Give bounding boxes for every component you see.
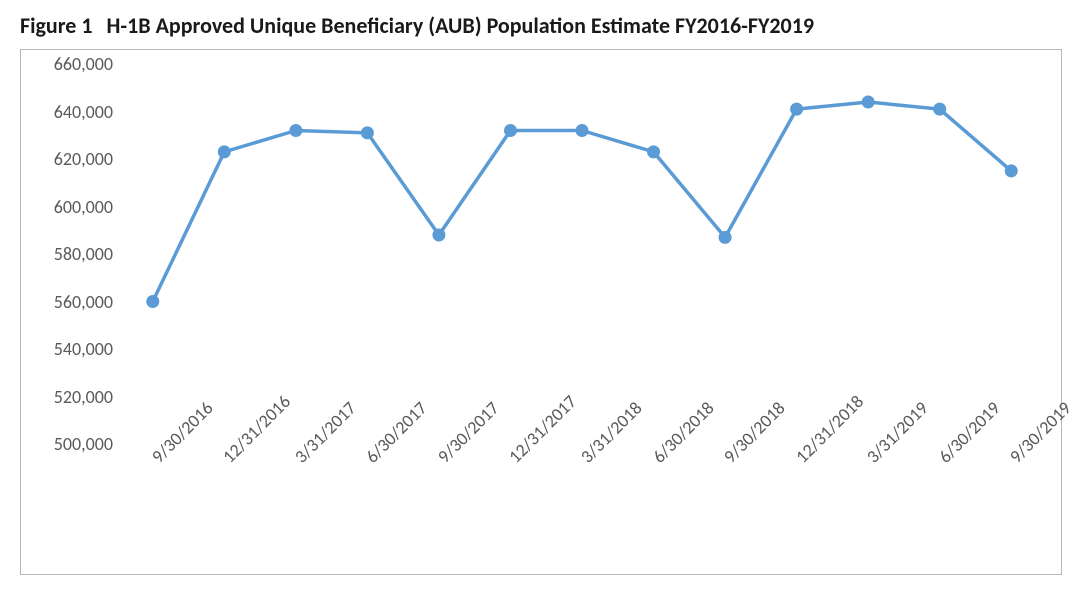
- data-point: [934, 103, 946, 115]
- data-point: [433, 229, 445, 241]
- y-tick-label: 520,000: [27, 386, 113, 408]
- y-tick-label: 620,000: [27, 148, 113, 170]
- data-point: [290, 125, 302, 137]
- data-point: [791, 103, 803, 115]
- y-tick-label: 540,000: [27, 338, 113, 360]
- figure-label: Figure 1: [20, 12, 93, 39]
- y-tick-label: 560,000: [27, 291, 113, 313]
- line-series: [117, 64, 1047, 444]
- data-point: [719, 231, 731, 243]
- y-tick-label: 640,000: [27, 101, 113, 123]
- chart-area: 500,000 520,000 540,000 560,000 580,000 600,0…: [20, 49, 1062, 575]
- figure-1: { "figure": { "label": "Figure 1", "titl…: [0, 0, 1080, 599]
- data-point: [504, 125, 516, 137]
- y-tick-label: 660,000: [27, 53, 113, 75]
- y-tick-label: 500,000: [27, 433, 113, 455]
- data-point: [218, 146, 230, 158]
- data-point: [1005, 165, 1017, 177]
- data-point: [361, 127, 373, 139]
- y-tick-label: 580,000: [27, 243, 113, 265]
- chart-title: Figure 1 H-1B Approved Unique Beneficiary…: [20, 12, 1060, 39]
- data-point: [862, 96, 874, 108]
- plot-area: 500,000520,000540,000560,000580,000600,0…: [117, 64, 1047, 444]
- data-point: [576, 125, 588, 137]
- data-point: [648, 146, 660, 158]
- figure-title-text: H-1B Approved Unique Beneficiary (AUB) P…: [107, 12, 814, 39]
- y-tick-label: 600,000: [27, 196, 113, 218]
- data-point: [147, 296, 159, 308]
